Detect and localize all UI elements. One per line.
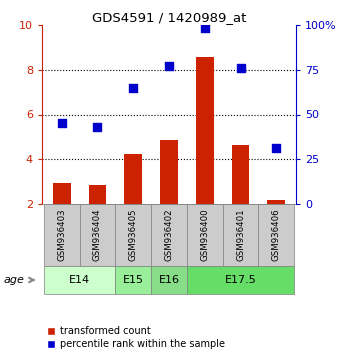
Text: GSM936406: GSM936406 [272, 209, 281, 261]
Text: GSM936405: GSM936405 [129, 209, 138, 261]
Legend: transformed count, percentile rank within the sample: transformed count, percentile rank withi… [47, 326, 224, 349]
Point [166, 64, 172, 69]
Bar [124, 154, 142, 204]
Bar [89, 185, 106, 204]
Point [202, 25, 208, 31]
Bar [160, 140, 178, 204]
Point [59, 121, 64, 126]
Point [238, 65, 243, 70]
Bar [187, 204, 223, 266]
Bar [259, 204, 294, 266]
Text: GSM936401: GSM936401 [236, 209, 245, 261]
Bar [232, 145, 249, 204]
Text: GSM936400: GSM936400 [200, 209, 209, 261]
Bar [151, 204, 187, 266]
Text: E17.5: E17.5 [225, 275, 257, 285]
Point [274, 145, 279, 151]
Bar [115, 204, 151, 266]
Text: GSM936402: GSM936402 [165, 209, 173, 261]
Bar [151, 266, 187, 294]
Bar [223, 204, 259, 266]
Text: E14: E14 [69, 275, 90, 285]
Title: GDS4591 / 1420989_at: GDS4591 / 1420989_at [92, 11, 246, 24]
Bar [53, 183, 71, 204]
Text: GSM936403: GSM936403 [57, 209, 66, 261]
Bar [267, 200, 285, 204]
Text: E16: E16 [159, 275, 179, 285]
Bar [196, 57, 214, 204]
Bar [187, 266, 294, 294]
Point [130, 85, 136, 91]
Bar [115, 266, 151, 294]
Bar [44, 266, 115, 294]
Text: GSM936404: GSM936404 [93, 209, 102, 261]
Point [95, 124, 100, 130]
Text: age: age [3, 275, 24, 285]
Text: E15: E15 [123, 275, 144, 285]
Bar [79, 204, 115, 266]
Bar [44, 204, 79, 266]
